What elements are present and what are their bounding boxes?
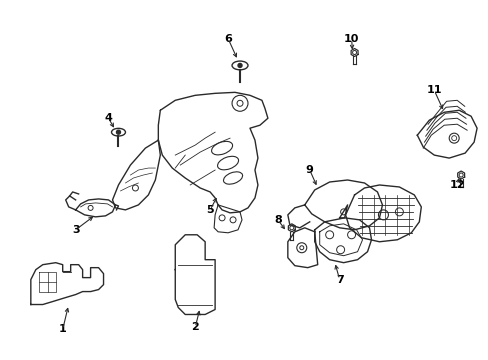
Circle shape <box>238 63 242 67</box>
Text: 4: 4 <box>104 113 112 123</box>
Text: 7: 7 <box>335 275 343 285</box>
Text: 10: 10 <box>343 33 359 44</box>
Text: 1: 1 <box>59 324 66 334</box>
Text: 12: 12 <box>448 180 464 190</box>
Text: 6: 6 <box>224 33 231 44</box>
Text: 5: 5 <box>206 205 214 215</box>
Text: 3: 3 <box>72 225 80 235</box>
Text: 8: 8 <box>273 215 281 225</box>
Circle shape <box>116 130 120 134</box>
Text: 11: 11 <box>426 85 441 95</box>
Text: 9: 9 <box>305 165 313 175</box>
Text: 2: 2 <box>191 323 199 332</box>
